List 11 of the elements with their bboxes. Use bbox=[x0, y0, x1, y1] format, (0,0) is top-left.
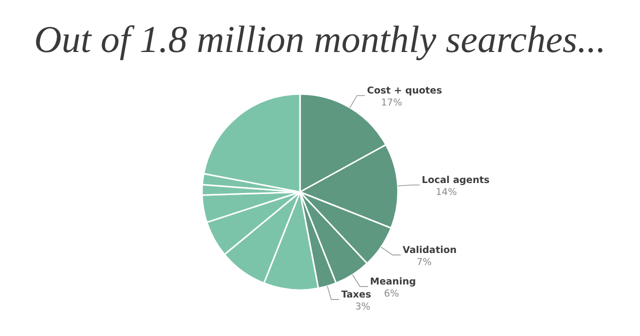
data-label: 6% bbox=[384, 288, 400, 300]
slice-label: Cost + quotes bbox=[367, 86, 442, 97]
data-label: 14% bbox=[436, 186, 457, 198]
data-label: 3% bbox=[355, 302, 370, 313]
chart-title: Out of 1.8 million monthly searches... bbox=[34, 19, 606, 61]
data-label: 7% bbox=[416, 256, 432, 268]
slice-label: Local agents bbox=[422, 174, 490, 186]
slice-label: Meaning bbox=[370, 276, 416, 288]
slice-label: Taxes bbox=[341, 290, 372, 301]
slice-label: Validation bbox=[402, 244, 457, 256]
data-label: 17% bbox=[381, 98, 402, 109]
